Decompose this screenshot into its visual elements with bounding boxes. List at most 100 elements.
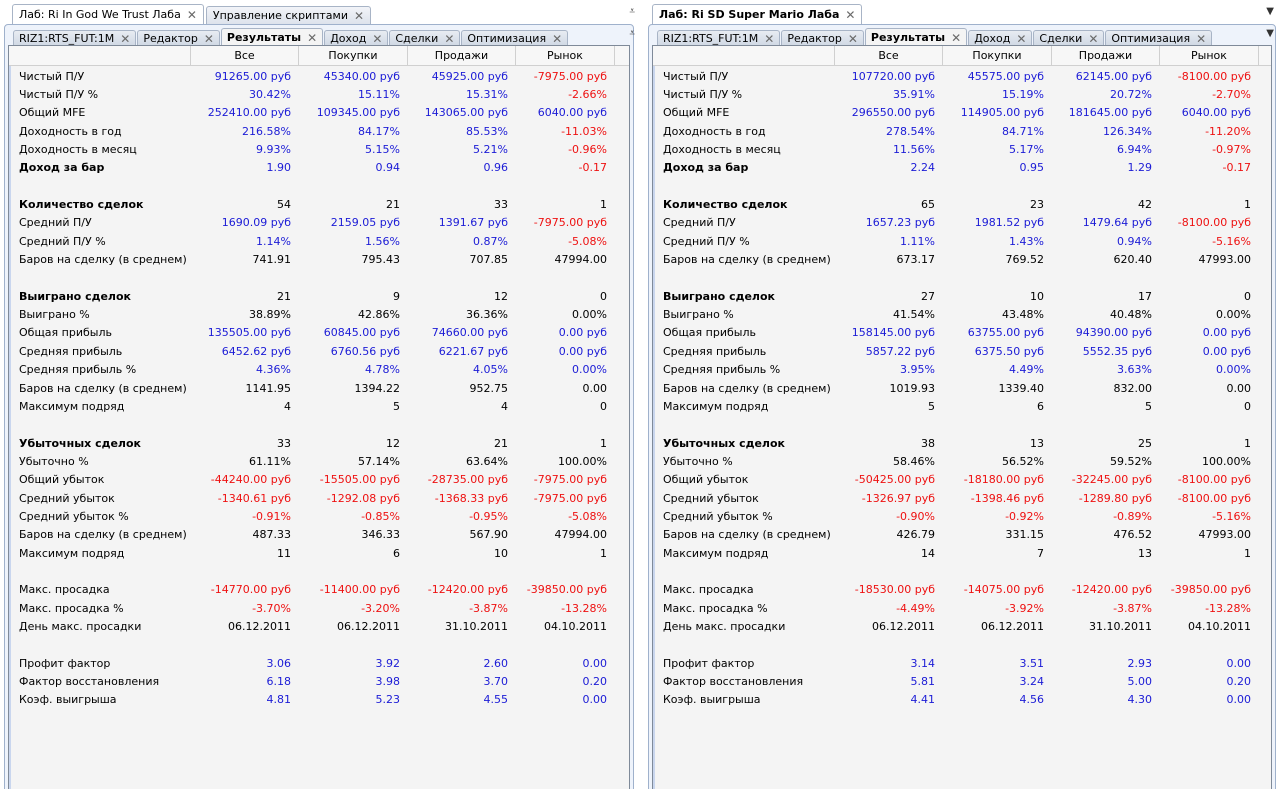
table-row: Коэф. выигрыша 4.41 4.56 4.30 0.00 <box>653 691 1271 709</box>
outer-tab-lab[interactable]: Лаб: Ri SD Super Mario Лаба ✕ <box>652 4 863 24</box>
tab-menu-icon[interactable]: ▼ <box>1266 6 1274 17</box>
cell-buys: 3.51 <box>1019 656 1045 670</box>
tab-optimization[interactable]: Оптимизация ✕ <box>1105 30 1213 46</box>
header-market[interactable]: Рынок <box>516 46 615 65</box>
close-icon[interactable]: ✕ <box>203 31 214 46</box>
header-buys[interactable]: Покупки <box>299 46 408 65</box>
cell-sells: 952.75 <box>469 381 509 395</box>
table-header: Все Покупки Продажи Рынок <box>653 46 1271 66</box>
tab-optimization[interactable]: Оптимизация ✕ <box>461 30 569 46</box>
cell-market: -8100.00 руб <box>1177 491 1251 505</box>
cell-all: -50425.00 руб <box>854 473 935 487</box>
row-label: День макс. просадки <box>19 619 142 633</box>
cell-market: 0.00% <box>572 363 607 377</box>
cell-all: 11.56% <box>893 143 935 157</box>
cell-sells: 62145.00 руб <box>1075 69 1152 83</box>
table-spacer <box>9 636 629 654</box>
table-row: Коэф. выигрыша 4.81 5.23 4.55 0.00 <box>9 691 629 709</box>
row-label: Доходность в месяц <box>19 143 137 157</box>
inner-tab-strip: RIZ1:RTS_FUT:1M ✕ Редактор ✕ Результаты ✕ Д… <box>657 28 1213 46</box>
header-sells[interactable]: Продажи <box>1052 46 1160 65</box>
header-market[interactable]: Рынок <box>1160 46 1259 65</box>
cell-sells: 1.29 <box>1127 161 1153 175</box>
close-icon[interactable]: ✕ <box>120 31 131 46</box>
cell-market: -0.17 <box>1222 161 1251 175</box>
cell-all: 1.90 <box>266 161 292 175</box>
close-icon[interactable]: ✕ <box>847 31 858 46</box>
close-icon[interactable]: ✕ <box>1016 31 1027 46</box>
tab-results[interactable]: Результаты ✕ <box>220 28 324 46</box>
header-all[interactable]: Все <box>835 46 943 65</box>
cell-all: 1.14% <box>256 234 291 248</box>
cell-all: -1340.61 руб <box>217 491 291 505</box>
tab-label: Результаты <box>226 31 302 44</box>
close-icon[interactable]: ✕ <box>552 31 563 46</box>
close-icon[interactable]: ✕ <box>951 30 962 45</box>
close-icon[interactable]: ✕ <box>307 30 318 45</box>
cell-sells: 74660.00 руб <box>431 326 508 340</box>
close-icon[interactable]: ✕ <box>764 31 775 46</box>
close-icon[interactable]: ✕ <box>845 7 856 22</box>
tab-editor[interactable]: Редактор ✕ <box>137 30 220 46</box>
header-buys[interactable]: Покупки <box>943 46 1052 65</box>
tab-editor[interactable]: Редактор ✕ <box>781 30 864 46</box>
cell-market: 0.00% <box>1216 363 1251 377</box>
cell-all: 11 <box>277 546 291 560</box>
table-row: Чистый П/У % 35.91% 15.19% 20.72% -2.70% <box>653 85 1271 103</box>
tab-trades[interactable]: Сделки ✕ <box>389 30 461 46</box>
cell-all: 2.24 <box>910 161 936 175</box>
table-header: Все Покупки Продажи Рынок <box>9 46 629 66</box>
tab-results[interactable]: Результаты ✕ <box>864 28 968 46</box>
cell-all: 58.46% <box>893 454 935 468</box>
row-label: Выиграно % <box>663 308 734 322</box>
header-all[interactable]: Все <box>191 46 299 65</box>
row-label: Убыточных сделок <box>663 436 786 450</box>
cell-sells: 0.87% <box>473 234 508 248</box>
table-row: Средняя прибыль 6452.62 руб 6760.56 руб 622… <box>9 342 629 360</box>
header-sells[interactable]: Продажи <box>408 46 516 65</box>
table-spacer <box>9 562 629 580</box>
tab-menu-icon[interactable]: ⩡ <box>629 28 635 39</box>
tab-menu-icon[interactable]: ⩡ <box>629 6 635 17</box>
tab-income[interactable]: Доход ✕ <box>968 30 1033 46</box>
cell-sells: 63.64% <box>466 454 508 468</box>
tab-instrument[interactable]: RIZ1:RTS_FUT:1M ✕ <box>13 30 137 46</box>
cell-buys: 15.11% <box>358 88 400 102</box>
close-icon[interactable]: ✕ <box>372 31 383 46</box>
row-label: Общий MFE <box>663 106 730 120</box>
cell-buys: 0.94 <box>375 161 401 175</box>
close-icon[interactable]: ✕ <box>354 8 365 23</box>
close-icon[interactable]: ✕ <box>1196 31 1207 46</box>
cell-sells: 4.30 <box>1127 693 1153 707</box>
cell-market: -39850.00 руб <box>1170 583 1251 597</box>
cell-all: 1141.95 <box>245 381 292 395</box>
cell-sells: 0.96 <box>483 161 509 175</box>
close-icon[interactable]: ✕ <box>444 31 455 46</box>
cell-market: 47993.00 <box>1198 528 1252 542</box>
close-icon[interactable]: ✕ <box>1088 31 1099 46</box>
row-label: Убыточно % <box>663 454 733 468</box>
tab-income[interactable]: Доход ✕ <box>324 30 389 46</box>
cell-buys: 5.23 <box>375 693 401 707</box>
cell-market: 0 <box>600 399 607 413</box>
cell-buys: -15505.00 руб <box>319 473 400 487</box>
cell-market: -7975.00 руб <box>533 216 607 230</box>
row-label: Убыточных сделок <box>19 436 142 450</box>
cell-market: 0.00 <box>1226 656 1252 670</box>
cell-buys: 4.78% <box>365 363 400 377</box>
tab-menu-icon[interactable]: ▼ <box>1266 28 1274 39</box>
close-icon[interactable]: ✕ <box>186 7 197 22</box>
outer-tab-lab[interactable]: Лаб: Ri In God We Trust Лаба ✕ <box>12 4 204 24</box>
table-row: Профит фактор 3.14 3.51 2.93 0.00 <box>653 654 1271 672</box>
table-row: День макс. просадки 06.12.2011 06.12.2011 3… <box>9 617 629 635</box>
row-label: Общая прибыль <box>19 326 112 340</box>
row-label: Количество сделок <box>663 198 788 212</box>
cell-sells: 5 <box>1145 399 1152 413</box>
outer-tab-scripts[interactable]: Управление скриптами ✕ <box>205 6 372 24</box>
cell-all: -0.91% <box>252 509 291 523</box>
cell-all: 158145.00 руб <box>851 326 935 340</box>
cell-sells: -12420.00 руб <box>1071 583 1152 597</box>
tab-trades[interactable]: Сделки ✕ <box>1033 30 1105 46</box>
tab-instrument[interactable]: RIZ1:RTS_FUT:1M ✕ <box>657 30 781 46</box>
row-label: Баров на сделку (в среднем) <box>663 528 831 542</box>
